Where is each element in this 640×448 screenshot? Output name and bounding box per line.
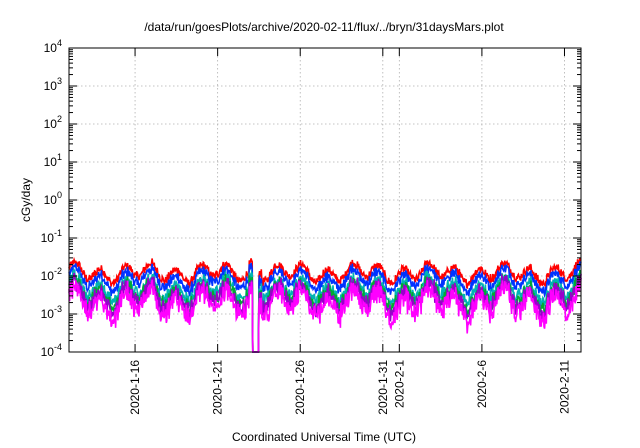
y-tick-label: 100 bbox=[44, 190, 62, 207]
y-tick-label: 104 bbox=[44, 38, 62, 55]
x-tick-label: 2020-1-26 bbox=[293, 360, 307, 415]
series-line bbox=[68, 261, 582, 353]
y-tick-label: 10-1 bbox=[41, 228, 62, 245]
y-tick-label: 103 bbox=[44, 76, 62, 93]
x-tick-label: 2020-1-21 bbox=[211, 360, 225, 415]
x-tick-label: 2020-1-16 bbox=[128, 360, 142, 415]
x-tick-label: 2020-2-6 bbox=[475, 360, 489, 408]
chart-title: /data/run/goesPlots/archive/2020-02-11/f… bbox=[144, 20, 504, 34]
x-tick-label: 2020-2-11 bbox=[557, 360, 571, 414]
y-tick-label: 10-3 bbox=[41, 304, 62, 321]
grid bbox=[69, 48, 581, 352]
x-axis-title: Coordinated Universal Time (UTC) bbox=[232, 430, 416, 444]
y-tick-label: 102 bbox=[44, 114, 62, 131]
y-tick-label: 10-4 bbox=[41, 342, 62, 359]
x-tick-label: 2020-2-1 bbox=[392, 360, 406, 408]
y-axis-title: cGy/day bbox=[19, 178, 33, 222]
series-line bbox=[68, 267, 582, 353]
series-line bbox=[68, 277, 582, 353]
y-tick-label: 101 bbox=[44, 152, 62, 169]
y-tick-label: 10-2 bbox=[41, 266, 62, 283]
ticks: 10-4 10-3 10-2 10-1 100 101 102 103 104 2020-1-16… bbox=[41, 38, 581, 415]
x-tick-label: 2020-1-31 bbox=[376, 360, 390, 415]
series-layer bbox=[68, 256, 582, 353]
